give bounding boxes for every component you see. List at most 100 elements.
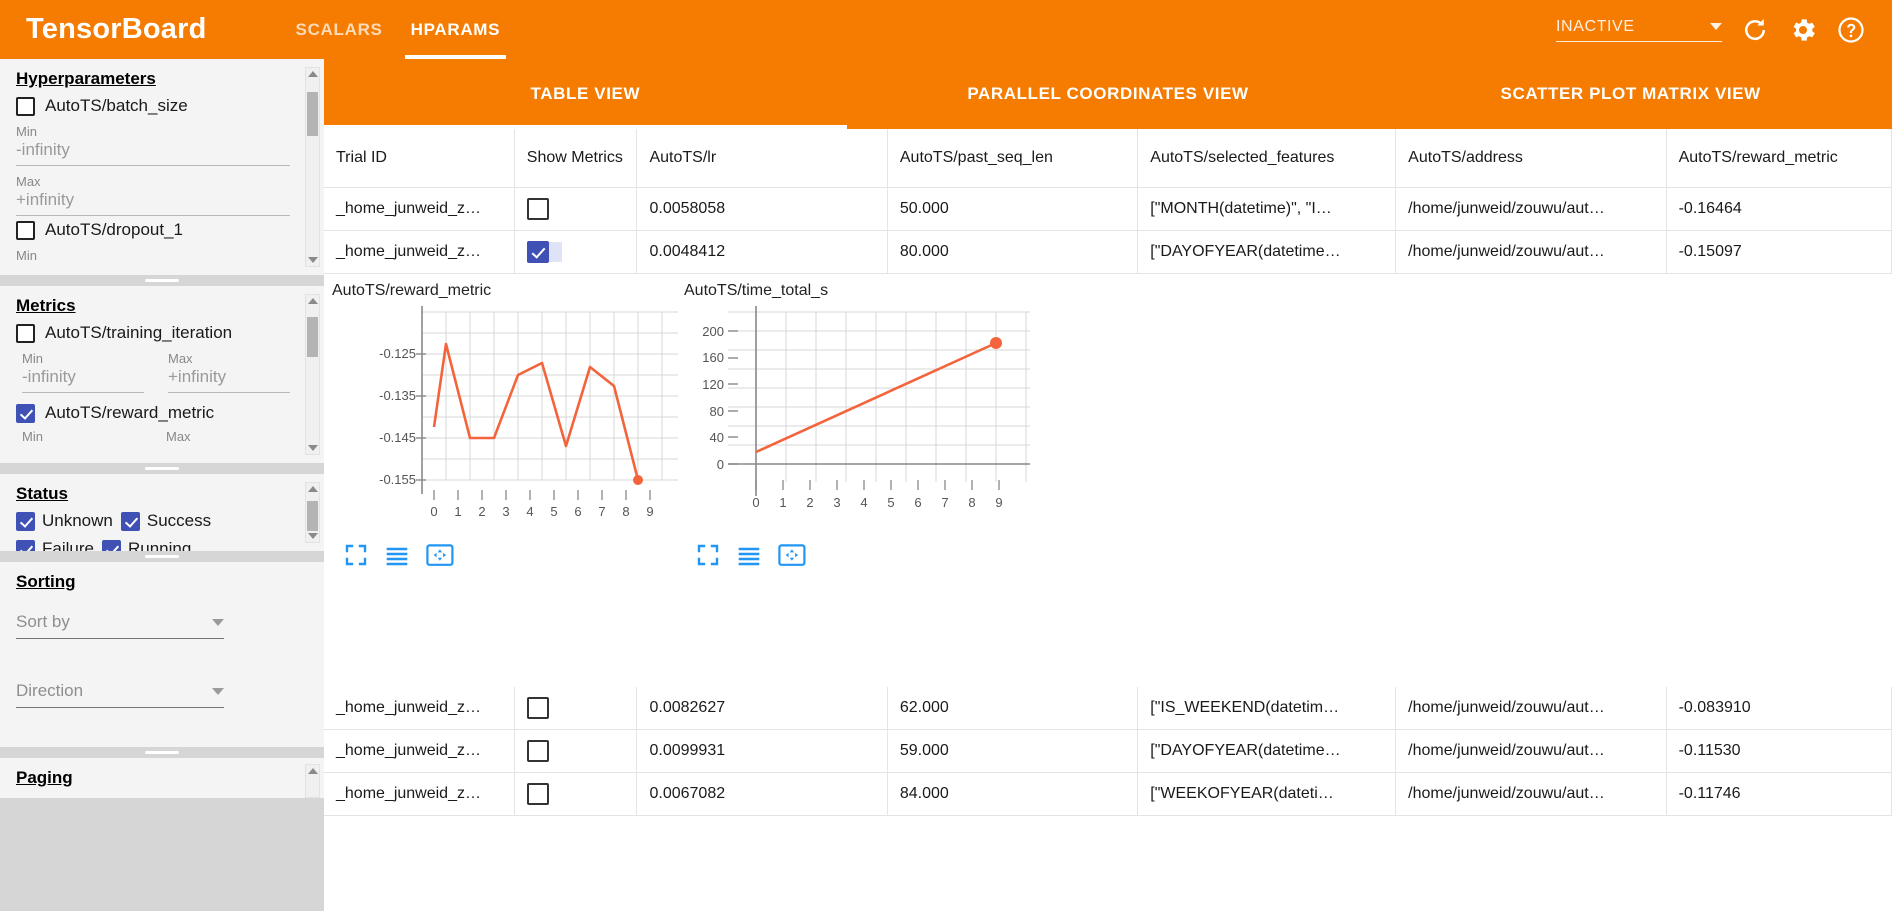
hparams-table: Trial ID Show Metrics AutoTS/lr AutoTS/p… — [324, 129, 1892, 274]
hparam-max-field-batch-size[interactable]: Max +infinity — [16, 174, 290, 216]
data-end-marker — [633, 474, 643, 485]
direction-select[interactable]: Direction — [16, 681, 224, 708]
tab-scatter-plot-matrix-view[interactable]: SCATTER PLOT MATRIX VIEW — [1500, 84, 1761, 103]
show-metrics-checkbox[interactable] — [526, 696, 549, 719]
run-status-select[interactable]: INACTIVE — [1556, 18, 1722, 42]
metric-max-field[interactable]: Max +infinity — [168, 351, 290, 393]
chart-reward-metric[interactable]: -0.125 -0.135 -0.145 -0.155 — [330, 304, 678, 534]
hparam-max-value[interactable]: +infinity — [16, 190, 290, 216]
list-lines-icon[interactable] — [737, 543, 761, 567]
x-tick-label: 0 — [752, 495, 759, 510]
x-tick-label: 8 — [968, 495, 975, 510]
y-tick-label: 80 — [710, 404, 724, 419]
status-label-unknown: Unknown — [42, 511, 113, 530]
metric-row-training-iteration[interactable]: AutoTS/training_iteration — [16, 323, 290, 343]
tab-parallel-coordinates-view[interactable]: PARALLEL COORDINATES VIEW — [967, 84, 1249, 103]
scroll-up-icon[interactable] — [308, 486, 318, 492]
status-scrollbar[interactable] — [305, 482, 320, 543]
fullscreen-icon[interactable] — [696, 543, 720, 567]
nav-tab-hparams[interactable]: HPARAMS — [397, 0, 515, 59]
fit-to-data-icon[interactable] — [778, 543, 806, 567]
cell-show-metrics[interactable] — [514, 772, 638, 816]
cell-show-metrics[interactable] — [514, 230, 638, 274]
metric-min-field[interactable]: Min -infinity — [22, 351, 144, 393]
table-row[interactable]: _home_junweid_z… 0.0058058 50.000 ["MONT… — [324, 187, 1892, 231]
x-tick-labels: 0 1 2 3 4 5 6 7 8 9 — [430, 504, 653, 519]
hparam-min-label-dropout-1: Min — [16, 248, 37, 263]
panel-divider-3[interactable] — [0, 551, 324, 562]
show-metrics-checkbox[interactable] — [526, 782, 549, 805]
panel-divider-1[interactable] — [0, 275, 324, 286]
cell-show-metrics[interactable] — [514, 729, 638, 773]
table-row[interactable]: _home_junweid_z… 0.0048412 80.000 ["DAYO… — [324, 230, 1892, 274]
show-metrics-checkbox[interactable] — [526, 240, 549, 263]
hyperparameters-scrollbar[interactable] — [305, 67, 320, 267]
th-show-metrics[interactable]: Show Metrics — [514, 129, 638, 188]
status-checkbox-unknown[interactable] — [16, 511, 35, 531]
metric-min-value[interactable]: -infinity — [22, 367, 144, 393]
cell-show-metrics[interactable] — [514, 686, 638, 730]
fullscreen-icon[interactable] — [344, 543, 368, 567]
metric-row-reward-metric[interactable]: AutoTS/reward_metric — [16, 403, 290, 423]
cell-past-seq-len: 59.000 — [887, 729, 1139, 773]
refresh-icon[interactable] — [1740, 15, 1770, 45]
x-tick-label: 5 — [887, 495, 894, 510]
scrollbar-thumb[interactable] — [307, 501, 318, 531]
panel-divider-2[interactable] — [0, 463, 324, 474]
metrics-scrollbar[interactable] — [305, 294, 320, 455]
scroll-down-icon[interactable] — [308, 257, 318, 263]
th-address[interactable]: AutoTS/address — [1395, 129, 1667, 188]
show-metrics-checkbox[interactable] — [526, 739, 549, 762]
scroll-down-icon[interactable] — [308, 445, 318, 451]
hyperparameters-panel: Hyperparameters AutoTS/batch_size Min -i… — [0, 59, 324, 275]
panel-divider-4[interactable] — [0, 747, 324, 758]
status-checkbox-failure[interactable] — [16, 539, 35, 551]
th-trial-id[interactable]: Trial ID — [324, 129, 515, 188]
status-label-success: Success — [146, 511, 212, 530]
status-checkbox-success[interactable] — [120, 511, 140, 531]
hparam-checkbox-dropout-1[interactable] — [16, 220, 35, 240]
paging-scrollbar[interactable] — [305, 764, 320, 798]
tab-table-view[interactable]: TABLE VIEW — [324, 59, 847, 129]
table-row[interactable]: _home_junweid_z… 0.0099931 59.000 ["DAYO… — [324, 729, 1892, 773]
fit-to-data-icon[interactable] — [426, 543, 454, 567]
table-row[interactable]: _home_junweid_z… 0.0082627 62.000 ["IS_W… — [324, 686, 1892, 730]
scrollbar-thumb[interactable] — [307, 92, 318, 136]
gear-icon[interactable] — [1788, 15, 1818, 45]
metric-checkbox-reward-metric[interactable] — [16, 403, 35, 423]
th-reward-metric[interactable]: AutoTS/reward_metric — [1666, 129, 1892, 188]
status-options: Unknown Success Failure Running — [16, 511, 290, 551]
hparam-row-dropout-1[interactable]: AutoTS/dropout_1 — [16, 220, 290, 240]
status-item-running[interactable]: Running — [101, 539, 191, 551]
status-item-success[interactable]: Success — [120, 511, 212, 531]
metric-max-value[interactable]: +infinity — [168, 367, 290, 393]
hparam-checkbox-batch-size[interactable] — [16, 96, 35, 116]
sort-by-select[interactable]: Sort by — [16, 612, 224, 639]
list-lines-icon[interactable] — [385, 543, 409, 567]
hparams-table-continued: _home_junweid_z… 0.0082627 62.000 ["IS_W… — [324, 686, 1892, 816]
scroll-up-icon[interactable] — [308, 298, 318, 304]
metric-checkbox-training-iteration[interactable] — [16, 323, 35, 343]
nav-tab-scalars[interactable]: SCALARS — [295, 19, 383, 39]
hparam-min-field-batch-size[interactable]: Min -infinity — [16, 124, 290, 166]
scrollbar-thumb[interactable] — [307, 317, 318, 357]
cell-trial-id: _home_junweid_z… — [324, 187, 515, 231]
cell-trial-id: _home_junweid_z… — [324, 230, 515, 274]
help-circle-icon[interactable] — [1836, 15, 1866, 45]
th-past-seq-len[interactable]: AutoTS/past_seq_len — [887, 129, 1139, 188]
scroll-down-icon[interactable] — [308, 533, 318, 539]
hparam-min-value[interactable]: -infinity — [16, 140, 290, 166]
table-row[interactable]: _home_junweid_z… 0.0067082 84.000 ["WEEK… — [324, 772, 1892, 816]
status-checkbox-running[interactable] — [101, 539, 121, 551]
th-selected-features[interactable]: AutoTS/selected_features — [1137, 129, 1397, 188]
status-item-failure[interactable]: Failure — [16, 539, 94, 551]
show-metrics-checkbox[interactable] — [526, 197, 549, 220]
status-item-unknown[interactable]: Unknown — [16, 511, 113, 531]
x-tick-labels: 0 1 2 3 4 5 6 7 8 9 — [752, 495, 1002, 510]
scroll-up-icon[interactable] — [308, 768, 318, 774]
chart-time-total-s[interactable]: 200 160 120 80 40 0 — [682, 304, 1030, 534]
th-lr[interactable]: AutoTS/lr — [636, 129, 888, 188]
hparam-row-batch-size[interactable]: AutoTS/batch_size — [16, 96, 290, 116]
scroll-up-icon[interactable] — [308, 71, 318, 77]
cell-show-metrics[interactable] — [514, 187, 638, 231]
